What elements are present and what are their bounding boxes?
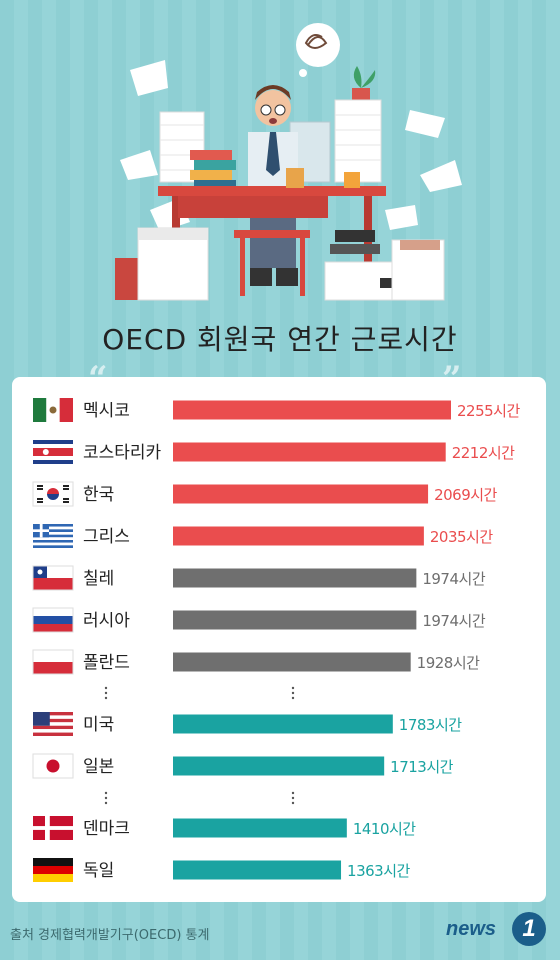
usa-flag xyxy=(33,712,73,736)
bar xyxy=(173,526,424,546)
value-label: 1713시간 xyxy=(390,758,453,776)
gap-dot xyxy=(291,691,295,695)
value-label: 1410시간 xyxy=(353,820,416,838)
bar xyxy=(173,442,446,462)
country-label: 러시아 xyxy=(83,611,130,631)
costa-rica-flag xyxy=(33,440,73,464)
value-label: 2212시간 xyxy=(452,444,515,462)
overworked-office-worker-illustration xyxy=(115,23,462,301)
korea-flag xyxy=(32,481,74,507)
value-label: 1783시간 xyxy=(399,716,462,734)
country-label: 미국 xyxy=(83,715,114,735)
bar xyxy=(173,756,385,776)
country-label: 그리스 xyxy=(83,527,130,547)
chile-flag xyxy=(32,565,74,591)
country-label: 코스타리카 xyxy=(83,443,162,463)
country-label: 폴란드 xyxy=(83,653,130,673)
bar xyxy=(173,484,429,504)
value-label: 1928시간 xyxy=(417,654,480,672)
gap-dot xyxy=(291,791,295,795)
value-label: 1363시간 xyxy=(347,862,410,880)
gap-dot xyxy=(104,691,108,695)
japan-flag xyxy=(32,753,74,779)
bar xyxy=(173,610,417,630)
country-label: 독일 xyxy=(83,861,114,881)
bar xyxy=(173,860,342,880)
bar xyxy=(173,400,451,420)
gap-dot xyxy=(291,696,295,700)
mexico-flag xyxy=(33,398,73,422)
value-label: 2069시간 xyxy=(434,486,497,504)
germany-flag xyxy=(33,858,73,882)
gap-dot xyxy=(104,801,108,805)
country-label: 칠레 xyxy=(83,569,114,589)
value-label: 1974시간 xyxy=(422,570,485,588)
logo-text: news xyxy=(446,918,497,940)
bar xyxy=(173,818,347,838)
country-label: 덴마크 xyxy=(83,819,130,839)
greece-flag xyxy=(33,524,73,548)
gap-dot xyxy=(104,796,108,800)
bar xyxy=(173,652,411,672)
country-label: 한국 xyxy=(83,485,114,505)
gap-dot xyxy=(104,686,108,690)
chart-panel xyxy=(12,377,546,902)
russia-flag xyxy=(32,607,74,633)
value-label: 2255시간 xyxy=(457,402,520,420)
poland-flag xyxy=(32,649,74,675)
gap-dot xyxy=(104,791,108,795)
value-label: 2035시간 xyxy=(430,528,493,546)
gap-dot xyxy=(291,801,295,805)
bar xyxy=(173,714,393,734)
bar xyxy=(173,568,417,588)
country-label: 멕시코 xyxy=(83,401,130,421)
denmark-flag xyxy=(33,816,73,840)
source-note: 출처 경제협력개발기구(OECD) 통계 xyxy=(10,928,210,943)
country-label: 일본 xyxy=(83,757,114,777)
value-label: 1974시간 xyxy=(422,612,485,630)
gap-dot xyxy=(291,796,295,800)
gap-dot xyxy=(104,696,108,700)
chart-title: OECD 회원국 연간 근로시간 xyxy=(102,323,458,356)
gap-dot xyxy=(291,686,295,690)
news1-logo: news 1 xyxy=(446,910,552,948)
logo-badge: 1 xyxy=(512,912,546,946)
